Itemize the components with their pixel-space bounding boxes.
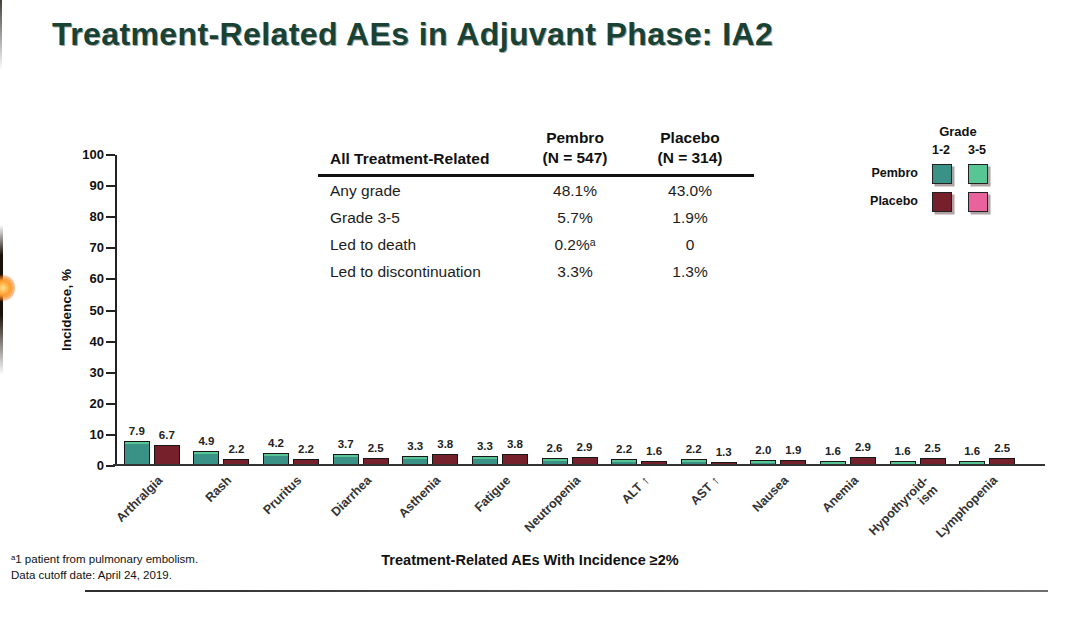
table-header-pembro: Pembro (N = 547) (515, 128, 635, 168)
y-tick-label: 0 (68, 458, 104, 473)
table-row-label: Led to death (330, 236, 416, 254)
bar-value-label: 2.5 (358, 442, 394, 454)
legend-title: Grade (928, 124, 988, 139)
bar-value-label: 3.8 (497, 438, 533, 450)
y-tick-mark (106, 154, 115, 156)
y-tick-mark (106, 216, 115, 218)
legend-col-grade-1-2: 1-2 (922, 143, 960, 157)
page-title: Treatment-Related AEs in Adjuvant Phase:… (52, 16, 773, 53)
x-axis-title: Treatment-Related AEs With Incidence ≥2% (290, 552, 770, 568)
bar-value-label: 1.6 (636, 445, 672, 457)
table-cell-placebo: 43.0% (630, 182, 750, 200)
pembro-bar (124, 441, 150, 466)
bar-value-label: 2.2 (288, 443, 324, 455)
y-tick-label: 10 (68, 427, 104, 442)
y-tick-label: 40 (68, 334, 104, 349)
y-tick-label: 20 (68, 396, 104, 411)
table-cell-pembro: 3.3% (515, 263, 635, 281)
bar-value-label: 2.2 (218, 443, 254, 455)
y-tick-label: 50 (68, 303, 104, 318)
bottom-divider-line (85, 590, 1048, 592)
bar-value-label: 2.9 (567, 441, 603, 453)
placebo-bar (154, 445, 180, 466)
table-cell-placebo: 1.9% (630, 209, 750, 227)
table-header-placebo: Placebo (N = 314) (630, 128, 750, 168)
table-header-all-treatment-related: All Treatment-Related (330, 150, 489, 168)
y-tick-label: 30 (68, 365, 104, 380)
table-cell-placebo: 1.3% (630, 263, 750, 281)
y-tick-mark (106, 341, 115, 343)
y-tick-label: 90 (68, 178, 104, 193)
y-tick-label: 100 (68, 147, 104, 162)
legend-swatch-placebo-grade-1-2 (932, 192, 952, 212)
legend-label-placebo: Placebo (850, 194, 918, 208)
table-cell-placebo: 0 (630, 236, 750, 254)
y-tick-mark (106, 310, 115, 312)
legend-col-grade-3-5: 3-5 (958, 143, 996, 157)
footnote-data-cutoff: Data cutoff date: April 24, 2019. (11, 569, 172, 581)
legend-swatch-pembro-grade-1-2 (932, 164, 952, 184)
y-tick-mark (106, 247, 115, 249)
left-edge-shadow-top (0, 0, 2, 70)
table-cell-pembro: 48.1% (515, 182, 635, 200)
table-cell-pembro: 0.2%ᵃ (515, 236, 635, 254)
y-tick-mark (106, 434, 115, 436)
slide: Treatment-Related AEs in Adjuvant Phase:… (0, 0, 1066, 628)
y-tick-label: 60 (68, 271, 104, 286)
legend-swatch-placebo-grade-3-5 (968, 192, 988, 212)
y-tick-mark (106, 278, 115, 280)
table-header-divider (318, 174, 754, 177)
orange-glow-artifact (0, 274, 15, 302)
y-tick-mark (106, 372, 115, 374)
y-tick-mark (106, 403, 115, 405)
legend-swatch-pembro-grade-3-5 (968, 164, 988, 184)
y-tick-label: 70 (68, 240, 104, 255)
bar-value-label: 1.3 (706, 446, 742, 458)
legend-label-pembro: Pembro (850, 166, 918, 180)
table-cell-pembro: 5.7% (515, 209, 635, 227)
table-row-label: Any grade (330, 182, 401, 200)
bar-value-label: 2.5 (984, 442, 1020, 454)
table-row-label: Grade 3-5 (330, 209, 400, 227)
y-tick-label: 80 (68, 209, 104, 224)
y-tick-mark (106, 185, 115, 187)
bar-value-label: 2.5 (915, 442, 951, 454)
footnote-pulmonary-embolism: ᵃ1 patient from pulmonary embolism. (11, 553, 198, 565)
table-row-label: Led to discontinuation (330, 263, 481, 281)
bar-value-label: 6.7 (149, 429, 185, 441)
bar-value-label: 3.8 (427, 438, 463, 450)
x-axis-line (113, 464, 1045, 466)
bar-value-label: 1.9 (775, 444, 811, 456)
bar-value-label: 2.9 (845, 441, 881, 453)
